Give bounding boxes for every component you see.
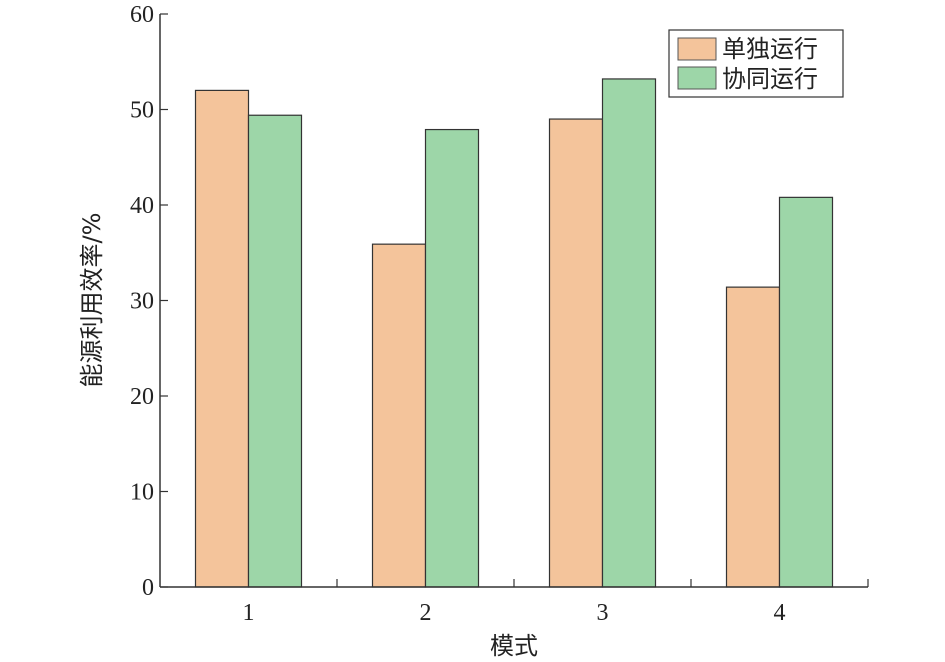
y-tick-label: 20	[130, 384, 154, 410]
x-axis-title: 模式	[490, 632, 538, 660]
bar-series1-mode-1	[194, 89, 250, 588]
bar-series2-mode-1	[247, 114, 303, 588]
y-tick-label: 50	[130, 98, 154, 124]
y-tick-label: 30	[130, 289, 154, 315]
x-tick-label: 3	[597, 600, 609, 626]
y-tick-label: 10	[130, 480, 154, 506]
legend-label-collab: 协同运行	[722, 65, 818, 93]
bar-series2-mode-3	[601, 78, 657, 588]
x-tick-label: 1	[243, 600, 255, 626]
bars-layer	[194, 78, 834, 588]
x-ticks: 1 2 3 4	[243, 579, 869, 626]
y-tick-label: 40	[130, 193, 154, 219]
legend: 单独运行 协同运行	[668, 29, 844, 98]
x-tick-label: 2	[420, 600, 432, 626]
x-tick-label: 4	[774, 600, 786, 626]
bar-series2-mode-2	[424, 128, 480, 588]
bar-series1-mode-4	[725, 286, 781, 588]
y-tick-label: 60	[130, 2, 154, 28]
bar-series1-mode-3	[548, 118, 604, 588]
y-ticks: 0 10 20 30 40 50 60	[130, 2, 168, 601]
legend-swatch-single	[677, 37, 717, 61]
legend-label-single: 单独运行	[722, 35, 818, 63]
y-tick-label: 0	[142, 575, 154, 601]
bar-series2-mode-4	[778, 196, 834, 588]
legend-swatch-collab	[677, 66, 717, 90]
y-axis-title: 能源利用效率/%	[78, 213, 106, 388]
bar-series1-mode-2	[371, 243, 427, 588]
